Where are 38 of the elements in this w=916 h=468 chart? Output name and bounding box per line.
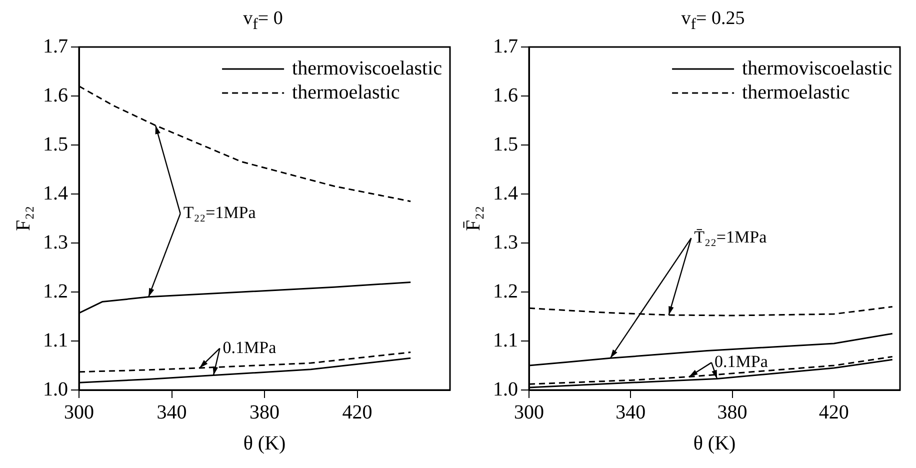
- x-axis-title: θ (K): [693, 432, 736, 454]
- chart-title: v$_{f}$= 0: [242, 8, 284, 33]
- legend-label: thermoviscoelastic: [742, 57, 892, 80]
- x-axis-title: θ (K): [243, 432, 286, 454]
- annotation: T̄₂₂=1MPa: [694, 228, 768, 247]
- annotation: 0.1MPa: [714, 352, 768, 372]
- y-tick-label: 1.2: [43, 280, 68, 302]
- y-tick-label: 1.3: [493, 231, 518, 254]
- y-tick-label: 1.2: [493, 280, 518, 302]
- x-tick-label: 300: [64, 401, 94, 424]
- legend-label: thermoelastic: [292, 81, 400, 104]
- y-tick-label: 1.1: [43, 329, 68, 352]
- y-axis-title: F₂₂: [12, 206, 34, 232]
- y-tick-label: 1.4: [43, 182, 68, 204]
- x-tick-label: 420: [818, 401, 849, 424]
- x-tick-label: 380: [250, 401, 280, 424]
- x-tick-label: 340: [156, 401, 187, 424]
- chart-title: v$_{f}$= 0.25: [680, 8, 746, 33]
- legend-label: thermoviscoelastic: [292, 57, 442, 80]
- x-tick-label: 300: [514, 401, 544, 424]
- y-axis-title: F̄₂₂: [462, 206, 484, 232]
- y-tick-label: 1.6: [493, 84, 518, 106]
- y-tick-label: 1.5: [493, 133, 518, 156]
- y-tick-label: 1.6: [43, 84, 68, 106]
- x-tick-label: 380: [717, 401, 748, 424]
- annotation: T₂₂=1MPa: [183, 203, 256, 222]
- y-tick-label: 1.5: [43, 133, 68, 156]
- y-tick-label: 1.7: [493, 35, 518, 58]
- annotation: 0.1MPa: [222, 338, 277, 357]
- x-tick-label: 420: [342, 401, 372, 424]
- y-tick-label: 1.4: [493, 182, 518, 204]
- x-tick-label: 340: [616, 401, 646, 424]
- y-tick-label: 1.1: [493, 329, 518, 352]
- y-tick-label: 1.0: [43, 378, 68, 400]
- legend-label: thermoelastic: [742, 81, 850, 104]
- y-tick-label: 1.3: [43, 231, 68, 254]
- y-tick-label: 1.7: [43, 35, 68, 58]
- y-tick-label: 1.0: [493, 378, 518, 400]
